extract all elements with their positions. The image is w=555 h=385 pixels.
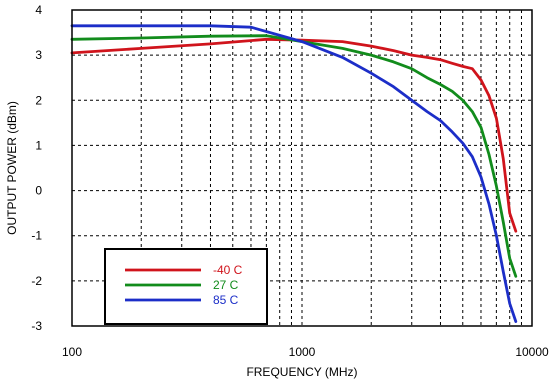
y-tick-label: 0	[35, 184, 42, 198]
plot-frame	[71, 9, 533, 327]
legend-label: 27 C	[213, 278, 239, 292]
y-tick-label: 4	[35, 3, 42, 17]
y-tick-label: 2	[35, 93, 42, 107]
legend-box	[104, 248, 268, 325]
legend-label: 85 C	[213, 293, 239, 307]
y-tick-label: -3	[31, 319, 42, 333]
y-tick-label: -2	[31, 274, 42, 288]
x-tick-label: 100	[62, 345, 82, 359]
x-tick-label: 10000	[515, 345, 549, 359]
legend-label: -40 C	[213, 263, 243, 277]
x-tick-label: 1000	[289, 345, 316, 359]
y-axis-title: OUTPUT POWER (dBm)	[5, 101, 19, 235]
grid	[72, 10, 532, 326]
x-axis-title: FREQUENCY (MHz)	[246, 365, 357, 379]
series-line-2	[70, 34, 518, 278]
series-line-1	[70, 37, 518, 233]
tick-labels: 100 1000 10000 -3 -2 -1 0 1 2 3 4	[31, 3, 549, 359]
series-line-3	[70, 24, 518, 323]
y-tick-label: 3	[35, 48, 42, 62]
y-tick-label: -1	[31, 229, 42, 243]
legend: -40 C27 C85 C	[104, 248, 268, 325]
series-lines	[70, 24, 518, 323]
y-tick-label: 1	[35, 138, 42, 152]
